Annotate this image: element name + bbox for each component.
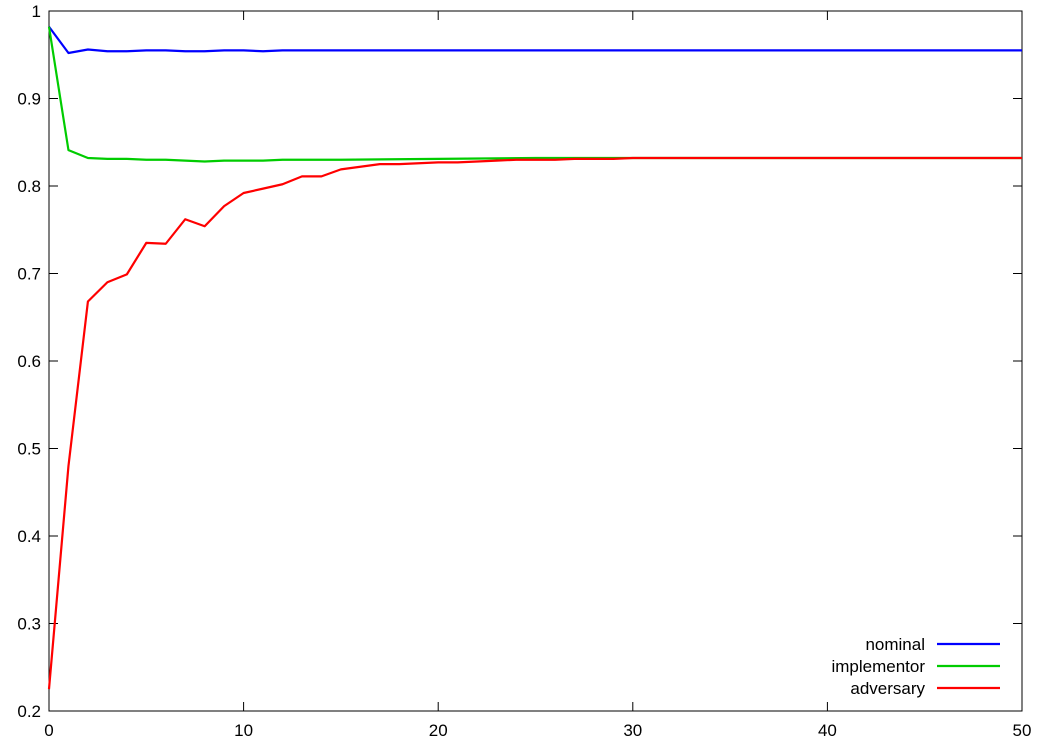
x-tick-label: 40: [818, 721, 837, 740]
x-tick-label: 0: [44, 721, 53, 740]
series-line-adversary: [47, 156, 1022, 690]
y-tick-label: 0.7: [17, 265, 41, 284]
y-tick-label: 0.2: [17, 702, 41, 721]
plot-frame: [48, 10, 1023, 712]
axis-tick-labels: 0 10 20 30 40 50 0.2 0.3 0.4 0.5 0.6 0.7 0.8 0.9 1: [17, 2, 1031, 740]
series-line-nominal: [48, 26, 1022, 55]
x-tick-label: 50: [1013, 721, 1032, 740]
y-tick-label: 0.9: [17, 90, 41, 109]
legend-label-adversary: adversary: [850, 679, 925, 698]
x-tick-label: 10: [234, 721, 253, 740]
series-lines: [47, 26, 1022, 690]
x-tick-label: 20: [429, 721, 448, 740]
y-tick-label: 1: [32, 2, 41, 21]
series-line-implementor: [47, 26, 1022, 163]
y-tick-label: 0.4: [17, 527, 41, 546]
y-tick-label: 0.8: [17, 177, 41, 196]
y-tick-label: 0.5: [17, 440, 41, 459]
y-tick-label: 0.6: [17, 352, 41, 371]
y-tick-label: 0.3: [17, 615, 41, 634]
axis-ticks: [48, 10, 1023, 712]
legend: nominal implementor adversary: [831, 635, 1000, 698]
legend-label-implementor: implementor: [831, 657, 925, 676]
legend-label-nominal: nominal: [865, 635, 925, 654]
x-tick-label: 30: [623, 721, 642, 740]
